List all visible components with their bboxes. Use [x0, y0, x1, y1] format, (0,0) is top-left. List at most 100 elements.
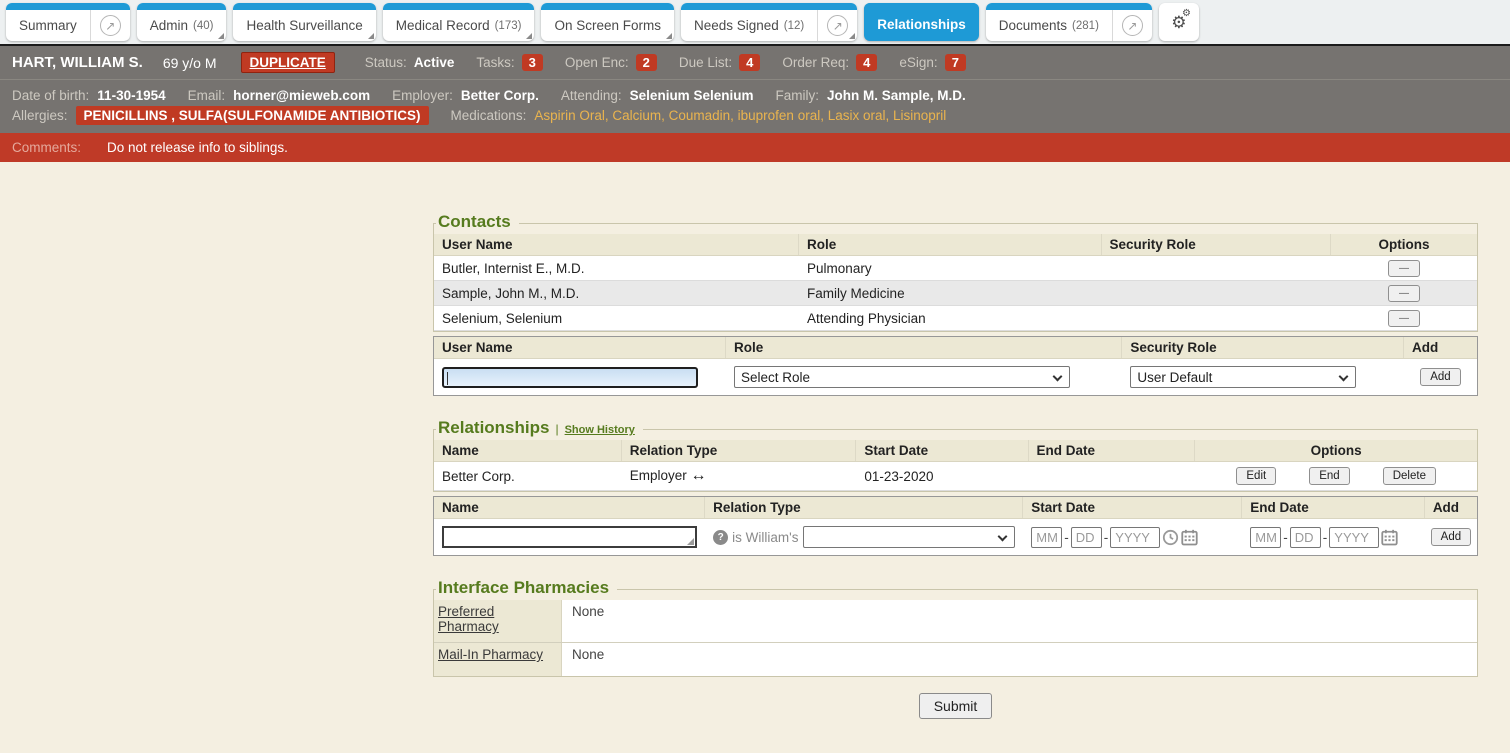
- dropdown-corner-icon: [367, 33, 374, 39]
- contacts-section: Contacts User Name Role Security Role Op…: [433, 212, 1478, 332]
- attending-value: Selenium Selenium: [629, 88, 754, 103]
- end-month-input[interactable]: [1250, 526, 1282, 548]
- add-contact-button[interactable]: Add: [1420, 368, 1461, 386]
- show-history-link[interactable]: Show History: [564, 424, 635, 436]
- contact-row: Butler, Internist E., M.D. Pulmonary —: [434, 256, 1477, 281]
- column-role: Role: [799, 234, 1102, 255]
- start-day-input[interactable]: [1070, 526, 1102, 548]
- tab-needs-signed[interactable]: Needs Signed (12) ↗: [680, 3, 858, 41]
- tab-on-screen-forms[interactable]: On Screen Forms: [541, 3, 674, 41]
- start-year-input[interactable]: [1110, 526, 1161, 548]
- tab-summary[interactable]: Summary ↗: [6, 3, 130, 41]
- patient-demographics-bar: Date of birth: 11-30-1954 Email: horner@…: [0, 80, 1510, 133]
- remove-contact-button[interactable]: —: [1387, 260, 1420, 277]
- submit-button[interactable]: Submit: [918, 693, 993, 719]
- add-relationship-button[interactable]: Add: [1430, 528, 1472, 546]
- tab-divider: [817, 10, 819, 41]
- delete-relationship-button[interactable]: Delete: [1382, 467, 1436, 485]
- remove-contact-button[interactable]: —: [1387, 310, 1420, 327]
- tab-count: (281): [1072, 19, 1099, 32]
- dob-value: 11-30-1954: [97, 88, 166, 103]
- allergies-badge[interactable]: PENICILLINS , SULFA(SULFONAMIDE ANTIBIOT…: [75, 106, 429, 125]
- role-select[interactable]: Select Role: [734, 366, 1071, 388]
- contact-row: Selenium, Selenium Attending Physician —: [434, 306, 1477, 331]
- pharmacies-legend: Interface Pharmacies: [436, 578, 617, 600]
- allergies-label: Allergies:: [12, 108, 68, 123]
- tab-label: Summary: [19, 18, 77, 33]
- open-enc-badge[interactable]: 2: [635, 54, 657, 71]
- edit-relationship-button[interactable]: Edit: [1236, 467, 1277, 485]
- user-name-input[interactable]: [442, 366, 698, 388]
- end-day-input[interactable]: [1289, 526, 1321, 548]
- contact-role: Attending Physician: [807, 310, 926, 326]
- dropdown-corner-icon: [665, 33, 672, 39]
- clock-icon[interactable]: [1162, 529, 1179, 546]
- tab-bar: Summary ↗ Admin (40) Health Surveillance …: [0, 0, 1510, 46]
- settings-gear-icon: ⚙: [1171, 12, 1187, 32]
- calendar-icon[interactable]: [1381, 529, 1398, 546]
- popout-icon[interactable]: ↗: [827, 15, 849, 36]
- preferred-pharmacy-row: Preferred Pharmacy None: [434, 600, 1477, 643]
- security-role-select[interactable]: User Default: [1130, 366, 1357, 388]
- popout-icon[interactable]: ↗: [1121, 15, 1143, 36]
- mail-in-pharmacy-link[interactable]: Mail-In Pharmacy: [438, 647, 544, 662]
- popout-icon[interactable]: ↗: [99, 15, 121, 36]
- tasks-counter: Tasks: 3: [476, 54, 543, 71]
- contact-role: Family Medicine: [807, 285, 905, 301]
- tab-relationships[interactable]: Relationships: [864, 3, 979, 41]
- help-icon[interactable]: ?: [713, 529, 729, 545]
- relationship-start-date: 01-23-2020: [864, 468, 934, 484]
- relationships-legend: Relationships | Show History: [438, 418, 635, 437]
- text-caret: [447, 371, 448, 385]
- family-value: John M. Sample, M.D.: [826, 88, 966, 103]
- column-user-name: User Name: [434, 234, 800, 255]
- tab-divider: [1111, 10, 1113, 41]
- end-relationship-button[interactable]: End: [1309, 467, 1350, 485]
- contacts-table-header: User Name Role Security Role Options: [434, 234, 1477, 256]
- status-label: Status:: [364, 55, 407, 70]
- relationships-table-header: Name Relation Type Start Date End Date O…: [434, 440, 1477, 462]
- contact-security-role: [1102, 290, 1331, 296]
- column-relation-type: Relation Type: [622, 440, 857, 461]
- esign-counter: eSign: 7: [899, 54, 966, 71]
- tab-label: On Screen Forms: [554, 18, 661, 33]
- bidirectional-arrow-icon: ↔: [690, 467, 707, 484]
- email-value: horner@mieweb.com: [233, 88, 371, 103]
- chevron-down-icon: [1338, 371, 1349, 382]
- pharmacies-section: Interface Pharmacies Preferred Pharmacy …: [433, 578, 1478, 677]
- preferred-pharmacy-link[interactable]: Preferred Pharmacy: [438, 604, 499, 634]
- relationship-name-input[interactable]: [442, 526, 698, 548]
- tab-label: Health Surveillance: [246, 18, 363, 33]
- relation-type-select[interactable]: [802, 526, 1016, 548]
- remove-contact-button[interactable]: —: [1387, 285, 1420, 302]
- settings-button[interactable]: ⚙ ⚙: [1158, 3, 1199, 41]
- due-list-badge[interactable]: 4: [739, 54, 761, 71]
- contact-security-role: [1102, 265, 1331, 271]
- medications-list[interactable]: Aspirin Oral, Calcium, Coumadin, ibuprof…: [534, 108, 947, 123]
- add-contact-row: Select Role User Default Add: [434, 359, 1477, 395]
- relationship-row: Better Corp. Employer ↔ 01-23-2020 Edit …: [434, 462, 1477, 491]
- order-req-badge[interactable]: 4: [856, 54, 878, 71]
- allergies-line: Allergies: PENICILLINS , SULFA(SULFONAMI…: [12, 106, 1498, 125]
- settings-gear-small-icon: ⚙: [1181, 8, 1191, 19]
- patient-header-bar: HART, WILLIAM S. 69 y/o M DUPLICATE Stat…: [0, 46, 1510, 80]
- due-list-counter: Due List: 4: [679, 54, 761, 71]
- add-relationship-row: ? is William's - -: [434, 519, 1477, 555]
- tab-documents[interactable]: Documents (281) ↗: [985, 3, 1152, 41]
- tasks-badge[interactable]: 3: [521, 54, 543, 71]
- calendar-icon[interactable]: [1181, 529, 1198, 546]
- column-name: Name: [434, 440, 622, 461]
- duplicate-flag[interactable]: DUPLICATE: [240, 52, 335, 73]
- esign-badge[interactable]: 7: [944, 54, 966, 71]
- end-year-input[interactable]: [1329, 526, 1380, 548]
- tab-count: (173): [494, 19, 522, 32]
- column-security-role: Security Role: [1102, 234, 1331, 255]
- tab-admin[interactable]: Admin (40): [136, 3, 227, 41]
- tab-label: Needs Signed: [693, 18, 779, 33]
- start-month-input[interactable]: [1031, 526, 1063, 548]
- contact-security-role: [1102, 315, 1331, 321]
- tab-medical-record[interactable]: Medical Record (173): [382, 3, 535, 41]
- resize-handle-icon: [687, 538, 695, 545]
- tab-health-surveillance[interactable]: Health Surveillance: [233, 3, 376, 41]
- status-value: Active: [413, 55, 455, 70]
